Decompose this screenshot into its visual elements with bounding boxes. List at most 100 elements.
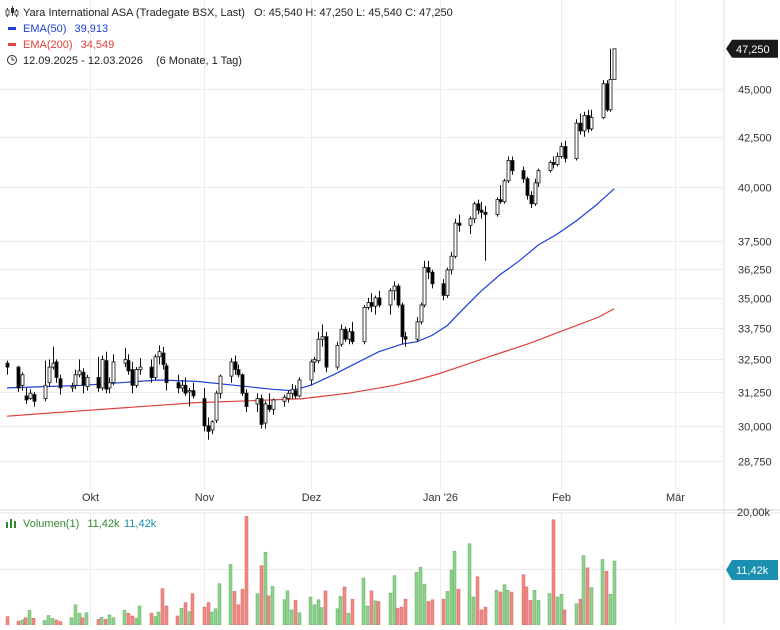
ema200-swatch <box>8 43 16 46</box>
volume-bar <box>600 559 605 626</box>
candle-body-down <box>605 83 610 111</box>
candle <box>153 354 158 380</box>
volume-bar <box>111 617 116 626</box>
candle-body-up <box>85 376 90 387</box>
volume-bar <box>392 575 397 626</box>
volume-bar <box>213 608 218 626</box>
candle <box>589 109 594 131</box>
candle <box>483 205 488 261</box>
legend-header: Yara International ASA (Tradegate BSX, L… <box>5 6 453 67</box>
candle <box>533 178 538 206</box>
candle-body-down <box>525 178 530 196</box>
candle-body-up <box>388 290 393 306</box>
candle <box>396 283 401 308</box>
volume-bar <box>217 583 222 626</box>
volume-bar <box>80 617 85 626</box>
candle-body-up <box>70 386 75 389</box>
price-tick-label: 40,000 <box>738 183 772 195</box>
candle-body-up <box>449 255 454 271</box>
time-tick-label: Jan '26 <box>423 492 458 504</box>
candle <box>525 176 530 200</box>
candle-body-down <box>343 328 348 340</box>
candle <box>297 377 302 398</box>
ema200-label: EMA(200) <box>23 39 73 51</box>
volume-bar <box>58 621 63 626</box>
volume-bar <box>395 607 400 626</box>
candle <box>111 354 116 386</box>
volume-bar <box>50 618 55 626</box>
candle <box>233 355 238 375</box>
volume-bar <box>209 611 214 626</box>
volume-bar <box>559 593 564 626</box>
volume-bar <box>259 565 264 626</box>
candle <box>506 156 511 183</box>
candle-body-down <box>32 394 37 402</box>
candle <box>605 80 610 112</box>
candle <box>130 361 135 394</box>
candle-body-down <box>377 297 382 306</box>
volume-bar <box>293 600 298 626</box>
candle-body-up <box>28 392 33 399</box>
candle-body-down <box>476 203 481 211</box>
candle <box>536 168 541 187</box>
volume-bar <box>578 598 583 626</box>
volume-bar <box>422 583 427 626</box>
candle-body-up <box>422 267 427 306</box>
last-price-badge: 47,250 <box>726 39 778 58</box>
volume-bar <box>604 570 609 626</box>
volume-bar <box>471 596 476 626</box>
volume-bar <box>475 576 480 626</box>
ema50-value: 39,913 <box>74 23 108 35</box>
volume-bar <box>263 551 268 626</box>
candlesticks <box>5 48 617 440</box>
candle-body-up <box>502 180 507 203</box>
candle <box>96 356 101 392</box>
volume-bar <box>236 604 241 626</box>
candle-body-down <box>578 122 583 132</box>
volume-bar <box>202 606 207 626</box>
candle <box>100 355 105 391</box>
candle-body-up <box>582 115 587 132</box>
volume-bar <box>494 590 499 626</box>
candle <box>339 324 344 347</box>
volume-bar <box>149 612 154 626</box>
volume-bar <box>589 587 594 626</box>
candle <box>149 359 154 383</box>
candle-body-up <box>392 285 397 292</box>
candle-body-down <box>551 162 556 165</box>
candle-body-down <box>5 362 10 368</box>
candle <box>309 359 314 386</box>
candle <box>479 201 484 219</box>
candle <box>32 391 37 407</box>
candle <box>521 166 526 183</box>
candle <box>369 293 374 313</box>
last-volume-badge: 11,42k <box>726 560 778 581</box>
volume-bar <box>31 618 36 626</box>
candle-body-up <box>468 218 473 226</box>
candle <box>350 321 355 345</box>
price-tick-label: 30,000 <box>738 422 772 434</box>
candle-body-up <box>229 361 234 377</box>
volume-bar <box>137 605 142 626</box>
volume-bar <box>5 616 10 626</box>
candle-body-up <box>453 222 458 257</box>
candle <box>472 201 477 224</box>
price-gridlines <box>0 89 724 570</box>
volume-bar <box>23 617 28 626</box>
candle <box>551 156 556 169</box>
candle <box>468 216 473 234</box>
candle-body-up <box>419 304 424 323</box>
candle <box>191 382 196 399</box>
volume-bar <box>502 584 507 626</box>
price-tick-label: 37,500 <box>738 237 772 249</box>
candle-body-up <box>282 396 287 402</box>
volume-bar <box>153 616 158 626</box>
candle <box>210 420 215 435</box>
candle <box>259 394 264 429</box>
candle-body-up <box>612 48 617 80</box>
volume-bar <box>524 586 529 626</box>
volume-bar <box>312 604 317 626</box>
candle <box>85 374 90 391</box>
candle <box>529 191 534 208</box>
